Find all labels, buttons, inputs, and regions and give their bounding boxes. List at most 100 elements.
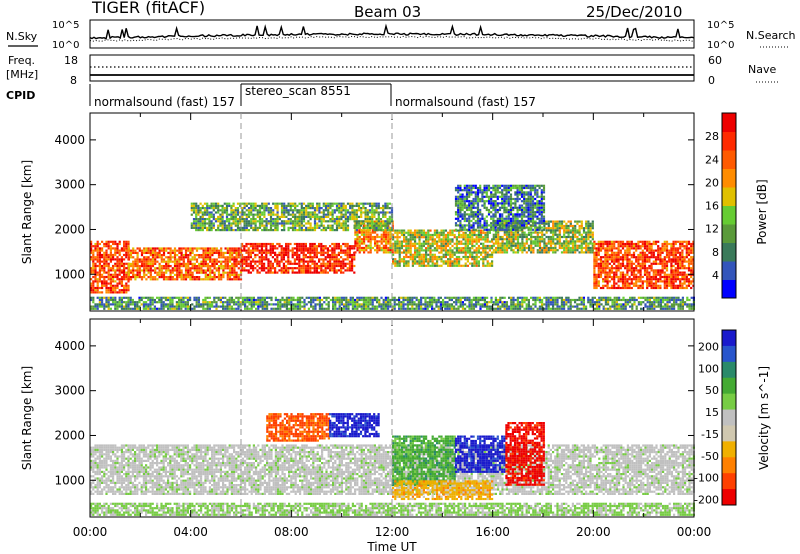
echo-cell <box>488 301 491 304</box>
echo-cell <box>597 267 600 270</box>
echo-cell <box>190 209 193 212</box>
echo-cell <box>394 260 397 263</box>
echo-cell <box>209 260 212 263</box>
echo-cell <box>457 307 460 310</box>
echo-cell <box>398 301 401 304</box>
echo-cell <box>447 262 450 265</box>
echo-cell <box>318 267 321 270</box>
echo-cell <box>492 238 495 241</box>
echo-cell <box>215 307 218 310</box>
echo-cell <box>376 305 379 308</box>
echo-cell <box>211 262 214 265</box>
echo-cell <box>312 301 315 304</box>
echo-cell <box>371 235 374 239</box>
echo-cell <box>291 267 294 270</box>
echo-cell <box>516 251 520 254</box>
echo-cell <box>228 258 232 261</box>
echo-cell <box>574 233 577 236</box>
echo-cell <box>615 260 618 263</box>
echo-cell <box>435 305 438 308</box>
echo-cell <box>599 247 603 250</box>
echo-cell <box>510 240 513 243</box>
echo-cell <box>420 253 423 256</box>
echo-cell <box>447 240 450 243</box>
power-echo-cells <box>90 184 695 310</box>
echo-cell <box>147 247 150 250</box>
echo-cell <box>109 245 112 248</box>
echo-cell <box>169 305 172 308</box>
echo-cell <box>384 303 387 306</box>
echo-cell <box>322 271 325 274</box>
echo-cell <box>628 269 631 272</box>
echo-cell <box>116 242 119 246</box>
echo-cell <box>610 278 614 281</box>
echo-cell <box>228 251 232 254</box>
echo-cell <box>672 258 675 261</box>
echo-cell <box>340 247 343 250</box>
echo-cell <box>643 240 647 243</box>
echo-cell <box>333 258 336 261</box>
echo-cell <box>411 233 414 237</box>
echo-cell <box>473 258 476 261</box>
echo-cell <box>274 298 277 302</box>
echo-cell <box>103 303 106 306</box>
echo-cell <box>418 253 421 256</box>
echo-cell <box>556 238 559 241</box>
echo-cell <box>387 233 390 236</box>
echo-cell <box>530 227 533 230</box>
echo-cell <box>436 258 439 261</box>
echo-cell <box>582 307 585 310</box>
echo-cell <box>338 296 341 299</box>
echo-cell <box>420 298 423 302</box>
echo-cell <box>215 305 218 308</box>
echo-cell <box>302 253 305 257</box>
echo-cell <box>596 298 599 302</box>
echo-cell <box>624 273 627 276</box>
echo-cell <box>532 235 535 239</box>
echo-cell <box>107 242 110 246</box>
echo-cell <box>648 275 651 279</box>
echo-cell <box>657 273 660 276</box>
echo-cell <box>604 278 607 281</box>
echo-cell <box>497 301 500 304</box>
echo-cell <box>617 262 620 265</box>
echo-cell <box>433 262 436 265</box>
echo-cell <box>103 251 106 254</box>
echo-cell <box>403 233 406 237</box>
echo-cell <box>296 256 299 259</box>
echo-cell <box>505 305 508 308</box>
echo-cell <box>560 251 564 254</box>
echo-cell <box>613 258 616 261</box>
echo-cell <box>310 296 313 299</box>
echo-cell <box>327 296 330 299</box>
echo-cell <box>619 280 622 283</box>
echo-cell <box>252 267 255 270</box>
echo-cell <box>356 233 359 236</box>
echo-cell <box>356 244 359 247</box>
echo-cell <box>422 233 425 237</box>
echo-cell <box>184 307 187 310</box>
echo-cell <box>367 246 370 250</box>
echo-cell <box>209 271 212 274</box>
echo-cell <box>98 253 101 257</box>
echo-cell <box>587 220 590 223</box>
echo-cell <box>602 286 605 290</box>
echo-cell <box>213 276 216 279</box>
echo-cell <box>224 307 227 310</box>
echo-cell <box>643 280 647 283</box>
echo-cell <box>228 298 231 302</box>
echo-cell <box>681 284 684 287</box>
echo-cell <box>672 242 675 246</box>
echo-cell <box>534 238 537 241</box>
echo-cell <box>538 249 542 252</box>
echo-cell <box>114 258 117 261</box>
echo-cell <box>298 271 301 274</box>
echo-cell <box>336 298 339 302</box>
echo-cell <box>245 251 248 254</box>
echo-cell <box>471 231 474 234</box>
echo-cell <box>447 231 450 234</box>
echo-cell <box>665 286 669 290</box>
echo-cell <box>367 251 370 254</box>
echo-cell <box>692 269 695 272</box>
echo-cell <box>477 251 480 254</box>
